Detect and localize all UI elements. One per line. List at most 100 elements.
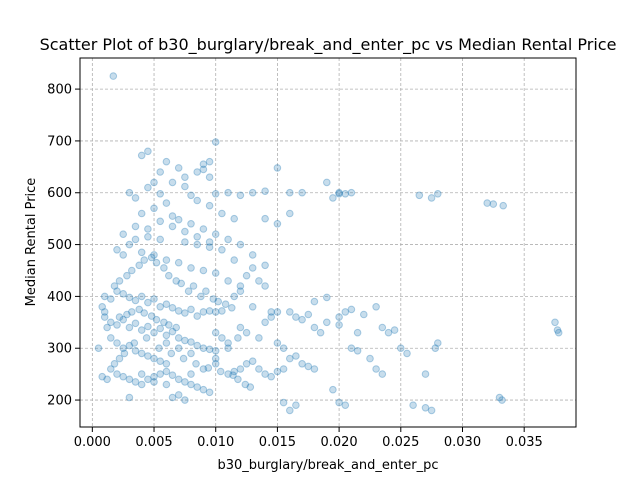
data-point	[554, 328, 563, 337]
data-point	[378, 370, 387, 378]
data-point	[323, 293, 331, 302]
data-point	[115, 277, 124, 285]
x-tick-label: 0.000	[74, 435, 111, 450]
data-point	[160, 264, 168, 272]
data-point	[125, 323, 134, 332]
data-point	[434, 190, 442, 198]
data-point	[193, 341, 201, 350]
data-point	[103, 375, 111, 384]
data-point	[168, 212, 177, 220]
data-point	[298, 188, 306, 197]
data-point	[224, 339, 232, 347]
data-point	[193, 233, 201, 241]
data-point	[205, 238, 214, 246]
data-point	[199, 385, 208, 394]
data-point	[242, 328, 251, 337]
data-point	[199, 344, 208, 353]
data-point	[144, 375, 152, 384]
data-point	[156, 324, 164, 333]
data-point	[234, 334, 242, 342]
data-point	[261, 370, 269, 378]
data-point	[181, 173, 189, 181]
data-point	[298, 360, 306, 368]
data-point	[279, 344, 288, 353]
data-point	[137, 380, 146, 389]
data-point	[384, 328, 393, 337]
data-point	[236, 282, 245, 290]
data-point	[323, 178, 331, 187]
data-point	[162, 360, 171, 368]
data-point	[218, 307, 226, 315]
data-point	[137, 151, 146, 160]
data-point	[131, 296, 140, 305]
data-point	[224, 344, 232, 353]
data-point	[335, 321, 343, 329]
data-point	[150, 372, 158, 381]
data-point	[167, 349, 176, 358]
data-point	[113, 246, 121, 254]
data-point	[211, 138, 220, 146]
data-point	[187, 264, 195, 272]
data-point	[211, 230, 220, 238]
data-point	[179, 354, 188, 363]
data-point	[123, 271, 131, 280]
data-point	[131, 378, 140, 386]
data-point	[128, 266, 136, 275]
y-tick-label: 800	[47, 83, 72, 98]
data-point	[211, 347, 220, 355]
data-point	[160, 318, 168, 327]
data-point	[273, 367, 282, 376]
data-point	[211, 328, 220, 337]
data-point	[125, 341, 134, 350]
data-point	[310, 297, 319, 306]
data-point	[100, 308, 109, 316]
data-point	[286, 188, 294, 197]
data-point	[329, 194, 337, 202]
data-point	[209, 295, 218, 303]
data-point	[218, 334, 226, 342]
data-point	[199, 160, 208, 168]
chart-title: Scatter Plot of b30_burglary/break_and_e…	[40, 35, 617, 55]
data-point	[156, 190, 164, 198]
data-point	[329, 385, 337, 394]
y-tick-label: 400	[47, 290, 72, 305]
data-point	[162, 199, 171, 207]
data-point	[165, 271, 173, 280]
scatter-points	[94, 72, 563, 415]
data-point	[156, 217, 164, 226]
data-point	[335, 188, 343, 197]
data-point	[221, 300, 230, 309]
data-point	[162, 331, 171, 340]
data-point	[431, 344, 440, 353]
data-point	[181, 396, 189, 404]
data-point	[150, 354, 158, 363]
data-point	[218, 246, 226, 254]
data-point	[286, 354, 294, 363]
data-point	[241, 380, 250, 389]
data-point	[187, 191, 195, 200]
data-point	[216, 367, 225, 376]
data-point	[181, 182, 189, 191]
data-point	[156, 370, 164, 378]
data-point	[162, 380, 171, 389]
data-point	[205, 345, 214, 354]
data-point	[292, 401, 300, 410]
data-point	[211, 360, 220, 368]
data-point	[181, 238, 189, 246]
data-point	[119, 344, 127, 353]
data-point	[234, 375, 242, 384]
data-point	[100, 292, 109, 301]
data-point	[147, 253, 156, 262]
data-point	[199, 308, 208, 316]
data-point	[193, 168, 201, 176]
data-point	[144, 352, 152, 360]
data-point	[347, 344, 356, 353]
data-point	[181, 336, 189, 345]
data-point	[137, 370, 146, 378]
data-point	[267, 313, 276, 321]
data-point	[174, 215, 183, 224]
data-point	[310, 365, 319, 373]
data-point	[172, 277, 180, 285]
data-point	[115, 313, 124, 321]
data-point	[172, 323, 180, 332]
